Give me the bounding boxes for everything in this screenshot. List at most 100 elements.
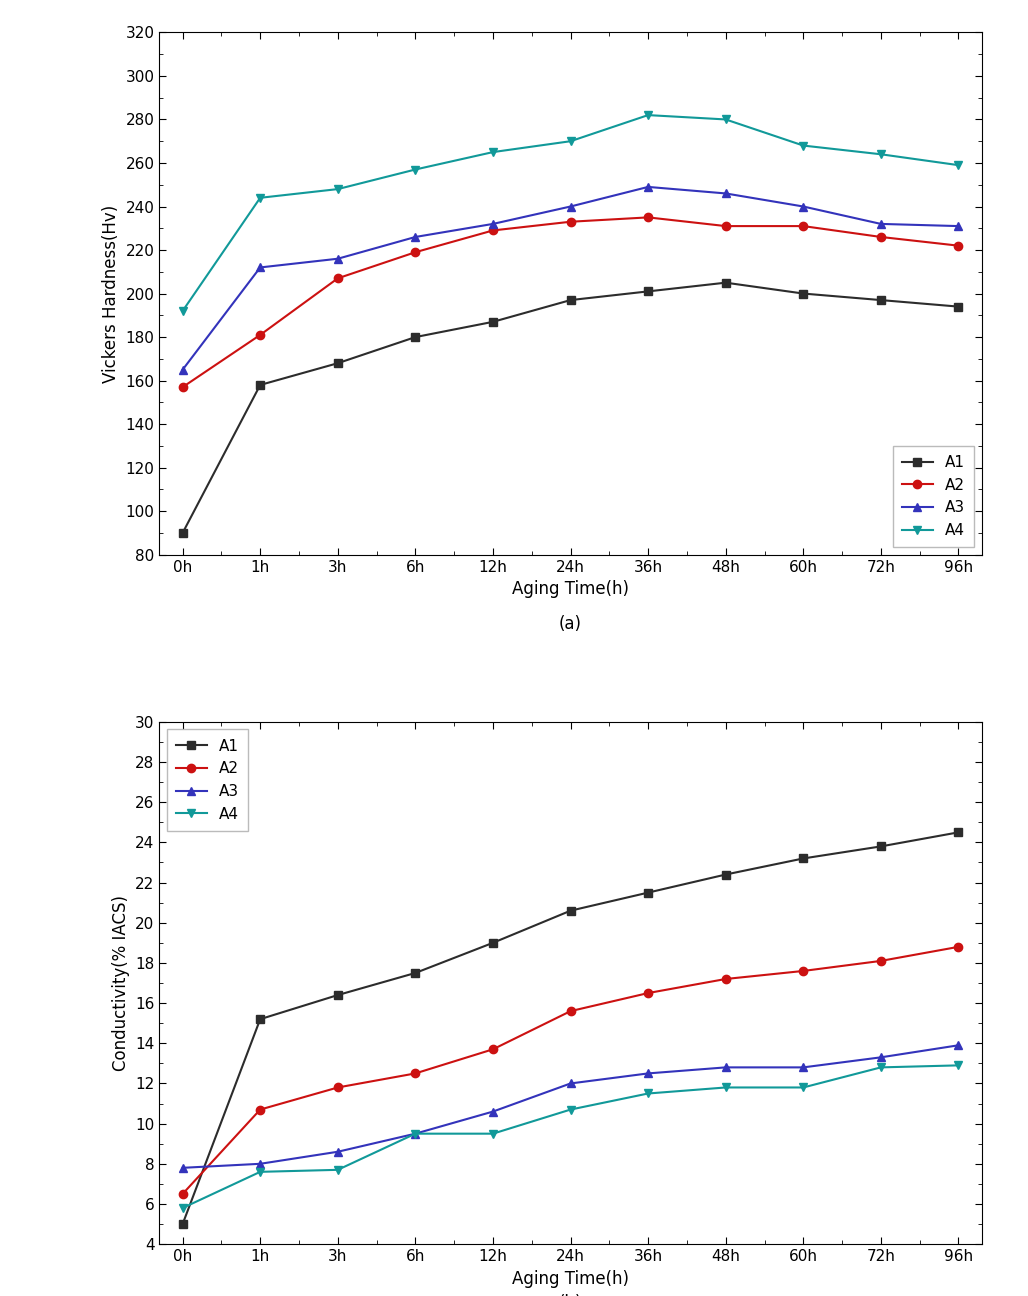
A2 bbox=[254, 1102, 266, 1117]
Line: A1: A1 bbox=[179, 828, 962, 1229]
A4 bbox=[720, 1080, 732, 1095]
A2 bbox=[641, 985, 654, 1001]
Line: A4: A4 bbox=[179, 111, 962, 315]
A4 bbox=[564, 1102, 577, 1117]
A4 bbox=[177, 1200, 189, 1216]
A4 bbox=[409, 162, 421, 178]
A1 bbox=[254, 377, 266, 393]
A2 bbox=[487, 223, 500, 238]
A2 bbox=[177, 1186, 189, 1201]
A4 bbox=[332, 1163, 344, 1178]
A1 bbox=[641, 284, 654, 299]
A3 bbox=[952, 218, 964, 233]
A4 bbox=[487, 144, 500, 159]
A1 bbox=[875, 293, 887, 308]
A1 bbox=[797, 850, 809, 866]
A4 bbox=[797, 1080, 809, 1095]
A4 bbox=[177, 303, 189, 319]
A3 bbox=[720, 1060, 732, 1076]
A3 bbox=[332, 251, 344, 267]
A1 bbox=[332, 355, 344, 371]
A2 bbox=[720, 971, 732, 986]
A3 bbox=[564, 198, 577, 214]
A4 bbox=[254, 191, 266, 206]
A3 bbox=[797, 1060, 809, 1076]
A4 bbox=[487, 1126, 500, 1142]
A1 bbox=[177, 525, 189, 540]
A1 bbox=[487, 934, 500, 950]
A4 bbox=[952, 1058, 964, 1073]
A2 bbox=[952, 940, 964, 955]
A3 bbox=[409, 229, 421, 245]
Line: A2: A2 bbox=[179, 942, 962, 1198]
A3 bbox=[952, 1038, 964, 1054]
A2 bbox=[409, 245, 421, 260]
X-axis label: Aging Time(h): Aging Time(h) bbox=[512, 581, 629, 599]
A3 bbox=[254, 1156, 266, 1172]
A3 bbox=[177, 1160, 189, 1175]
A4 bbox=[797, 137, 809, 153]
A3 bbox=[875, 216, 887, 232]
Y-axis label: Vickers Hardness(Hv): Vickers Hardness(Hv) bbox=[102, 205, 120, 382]
A4 bbox=[875, 1060, 887, 1076]
A1 bbox=[332, 988, 344, 1003]
A2 bbox=[797, 218, 809, 233]
Line: A2: A2 bbox=[179, 214, 962, 391]
A2 bbox=[409, 1065, 421, 1081]
Text: (b): (b) bbox=[559, 1293, 582, 1296]
Legend: A1, A2, A3, A4: A1, A2, A3, A4 bbox=[893, 446, 975, 547]
A2 bbox=[487, 1042, 500, 1058]
Text: (a): (a) bbox=[559, 614, 582, 632]
A3 bbox=[641, 1065, 654, 1081]
A3 bbox=[720, 185, 732, 201]
A3 bbox=[177, 362, 189, 377]
A2 bbox=[332, 1080, 344, 1095]
A1 bbox=[720, 867, 732, 883]
A1 bbox=[641, 885, 654, 901]
A2 bbox=[797, 963, 809, 978]
Legend: A1, A2, A3, A4: A1, A2, A3, A4 bbox=[167, 730, 248, 831]
A3 bbox=[487, 216, 500, 232]
A2 bbox=[720, 218, 732, 233]
A4 bbox=[720, 111, 732, 127]
Y-axis label: Conductivity(% IACS): Conductivity(% IACS) bbox=[112, 896, 130, 1070]
A1 bbox=[177, 1216, 189, 1231]
A2 bbox=[875, 953, 887, 968]
A3 bbox=[254, 259, 266, 275]
A2 bbox=[952, 238, 964, 254]
A3 bbox=[797, 198, 809, 214]
A4 bbox=[641, 1086, 654, 1102]
A4 bbox=[641, 108, 654, 123]
A3 bbox=[487, 1104, 500, 1120]
A1 bbox=[875, 839, 887, 854]
A1 bbox=[254, 1011, 266, 1026]
A2 bbox=[564, 214, 577, 229]
A2 bbox=[875, 229, 887, 245]
A2 bbox=[254, 327, 266, 342]
A1 bbox=[487, 314, 500, 329]
A3 bbox=[641, 179, 654, 194]
A1 bbox=[797, 286, 809, 302]
X-axis label: Aging Time(h): Aging Time(h) bbox=[512, 1270, 629, 1288]
Line: A1: A1 bbox=[179, 279, 962, 537]
Line: A4: A4 bbox=[179, 1061, 962, 1212]
A4 bbox=[875, 146, 887, 162]
A4 bbox=[254, 1164, 266, 1179]
A1 bbox=[952, 299, 964, 315]
A3 bbox=[875, 1050, 887, 1065]
A1 bbox=[720, 275, 732, 290]
A1 bbox=[564, 293, 577, 308]
Line: A3: A3 bbox=[179, 183, 962, 373]
A2 bbox=[641, 210, 654, 226]
A4 bbox=[409, 1126, 421, 1142]
A2 bbox=[332, 271, 344, 286]
A3 bbox=[332, 1144, 344, 1160]
A3 bbox=[564, 1076, 577, 1091]
A3 bbox=[409, 1126, 421, 1142]
A1 bbox=[409, 966, 421, 981]
A4 bbox=[564, 133, 577, 149]
Line: A3: A3 bbox=[179, 1041, 962, 1172]
A1 bbox=[564, 903, 577, 919]
A2 bbox=[564, 1003, 577, 1019]
A1 bbox=[952, 824, 964, 840]
